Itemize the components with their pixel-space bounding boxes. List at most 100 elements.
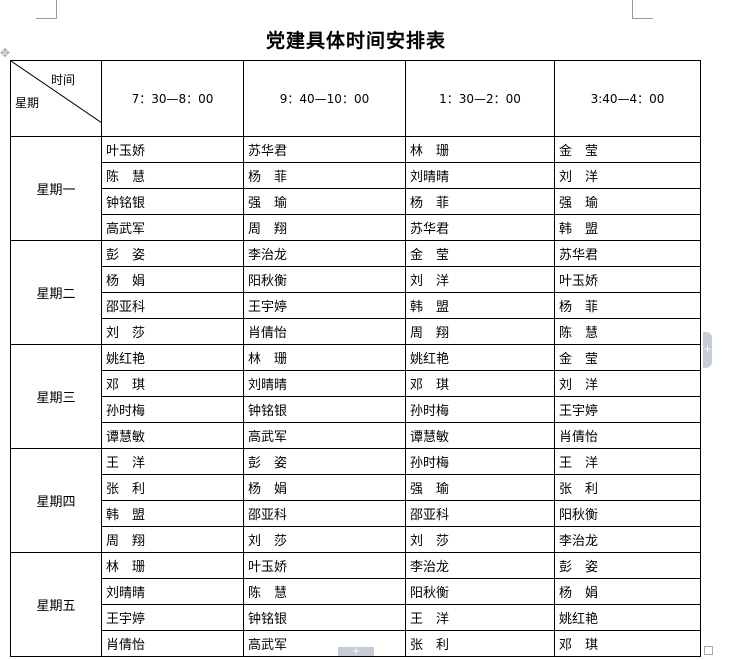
name-cell: 刘 洋 [554, 370, 701, 397]
table-row: 肖倩怡 高武军张 利邓 琪 [11, 630, 701, 657]
name-cell: 刘 莎 [405, 526, 555, 553]
name-cell: 李治龙 [405, 552, 555, 579]
diagonal-line [11, 61, 102, 123]
name-cell: 陈 慧 [243, 578, 406, 605]
name-cell: 陈 慧 [554, 318, 701, 345]
name-cell: 刘晴晴 [101, 578, 244, 605]
name-cell: 苏华君 [243, 136, 406, 163]
name-cell: 苏华君 [405, 214, 555, 241]
name-cell: 刘晴晴 [243, 370, 406, 397]
resize-handle-icon[interactable] [704, 646, 713, 655]
table-row: 杨 娟阳秋衡刘 洋叶玉娇 [11, 266, 701, 293]
name-cell: 金 莹 [554, 344, 701, 371]
name-cell: 孙时梅 [405, 448, 555, 475]
time-slot-header: 3:40—4：00 [554, 60, 701, 137]
name-cell: 张 利 [405, 630, 555, 657]
name-cell: 韩 盟 [405, 292, 555, 319]
name-cell: 强 瑜 [243, 188, 406, 215]
name-cell: 刘 洋 [405, 266, 555, 293]
name-cell: 孙时梅 [405, 396, 555, 423]
add-row-button[interactable]: + [338, 647, 374, 657]
name-cell: 周 翔 [101, 526, 244, 553]
name-cell: 强 瑜 [405, 474, 555, 501]
table-row: 谭慧敏 高武军 谭慧敏 肖倩怡 [11, 422, 701, 449]
name-cell: 叶玉娇 [101, 136, 244, 163]
name-cell: 钟铭银 [243, 396, 406, 423]
table-row: 韩 盟邵亚科 邵亚科 阳秋衡 [11, 500, 701, 527]
name-cell: 张 利 [101, 474, 244, 501]
table-row: 星期五林 珊叶玉娇 李治龙彭 姿 [10, 552, 701, 657]
schedule-table: 时间 星期 7：30—8：00 9：40—10：00 1：30—2：00 3:4… [10, 60, 701, 657]
crop-mark-top-right [632, 0, 653, 19]
name-cell: 叶玉娇 [554, 266, 701, 293]
name-cell: 肖倩怡 [243, 318, 406, 345]
name-cell: 钟铭银 [243, 604, 406, 631]
name-cell: 王 洋 [101, 448, 244, 475]
day-cell: 星期三 [10, 344, 102, 449]
name-cell: 韩 盟 [101, 500, 244, 527]
table-row: 张 利杨 娟强 瑜张 利 [11, 474, 701, 501]
diagonal-header-cell: 时间 星期 [10, 60, 102, 137]
name-cell: 周 翔 [243, 214, 406, 241]
add-column-button[interactable]: + [703, 332, 712, 368]
table-row: 王宇婷 钟铭银王 洋姚红艳 [11, 604, 701, 631]
name-cell: 邓 琪 [554, 630, 701, 657]
name-cell: 陈 慧 [101, 162, 244, 189]
name-cell: 彭 姿 [554, 552, 701, 579]
name-cell: 邵亚科 [243, 500, 406, 527]
name-cell: 刘 莎 [101, 318, 244, 345]
table-row: 刘 莎肖倩怡周 翔陈 慧 [11, 318, 701, 345]
name-cell: 王宇婷 [554, 396, 701, 423]
name-cell: 杨 菲 [405, 188, 555, 215]
name-cell: 邵亚科 [405, 500, 555, 527]
time-slot-header: 9：40—10：00 [243, 60, 406, 137]
name-cell: 阳秋衡 [554, 500, 701, 527]
name-cell: 韩 盟 [554, 214, 701, 241]
name-cell: 李治龙 [554, 526, 701, 553]
time-slot-header: 1：30—2：00 [405, 60, 555, 137]
move-cross-icon[interactable]: ✥ [0, 46, 11, 60]
name-cell: 金 莹 [405, 240, 555, 267]
table-row: 刘晴晴陈 慧阳秋衡杨 娟 [11, 578, 701, 605]
plus-icon: + [703, 344, 712, 355]
name-cell: 孙时梅 [101, 396, 244, 423]
table-row: 星期二彭 姿李治龙金 莹苏华君 [10, 240, 701, 345]
name-cell: 王宇婷 [101, 604, 244, 631]
name-cell: 邓 琪 [101, 370, 244, 397]
name-cell: 邵亚科 [101, 292, 244, 319]
name-cell: 彭 姿 [243, 448, 406, 475]
table-row: 高武军周 翔苏华君韩 盟 [11, 214, 701, 241]
name-cell: 金 莹 [554, 136, 701, 163]
day-cell: 星期二 [10, 240, 102, 345]
name-cell: 张 利 [554, 474, 701, 501]
name-cell: 杨 娟 [101, 266, 244, 293]
table-row: 邵亚科 王宇婷韩 盟杨 菲 [11, 292, 701, 319]
name-cell: 李治龙 [243, 240, 406, 267]
name-cell: 周 翔 [405, 318, 555, 345]
name-cell: 林 珊 [243, 344, 406, 371]
name-cell: 杨 娟 [554, 578, 701, 605]
document-title: 党建具体时间安排表 [265, 30, 446, 52]
name-cell: 刘 莎 [243, 526, 406, 553]
name-cell: 谭慧敏 [405, 422, 555, 449]
table-row: 星期一 叶玉娇 苏华君林 珊金 莹 [10, 136, 701, 241]
name-cell: 姚红艳 [554, 604, 701, 631]
table-row: 孙时梅 钟铭银 孙时梅 王宇婷 [11, 396, 701, 423]
table-row: 陈 慧杨 菲刘晴晴刘 洋 [11, 162, 701, 189]
header-row: 时间 星期 7：30—8：00 9：40—10：00 1：30—2：00 3:4… [10, 60, 701, 137]
name-cell: 王 洋 [554, 448, 701, 475]
day-cell: 星期四 [10, 448, 102, 553]
name-cell: 肖倩怡 [101, 630, 244, 657]
name-cell: 王宇婷 [243, 292, 406, 319]
day-cell: 星期五 [10, 552, 102, 657]
name-cell: 邓 琪 [405, 370, 555, 397]
name-cell: 杨 菲 [243, 162, 406, 189]
name-cell: 刘 洋 [554, 162, 701, 189]
name-cell: 王 洋 [405, 604, 555, 631]
name-cell: 高武军 [101, 214, 244, 241]
time-slot-header: 7：30—8：00 [101, 60, 244, 137]
name-cell: 刘晴晴 [405, 162, 555, 189]
table-row: 星期三 姚红艳林 珊姚红艳金 莹 [10, 344, 701, 449]
table-row: 邓 琪刘晴晴邓 琪刘 洋 [11, 370, 701, 397]
name-cell: 姚红艳 [405, 344, 555, 371]
